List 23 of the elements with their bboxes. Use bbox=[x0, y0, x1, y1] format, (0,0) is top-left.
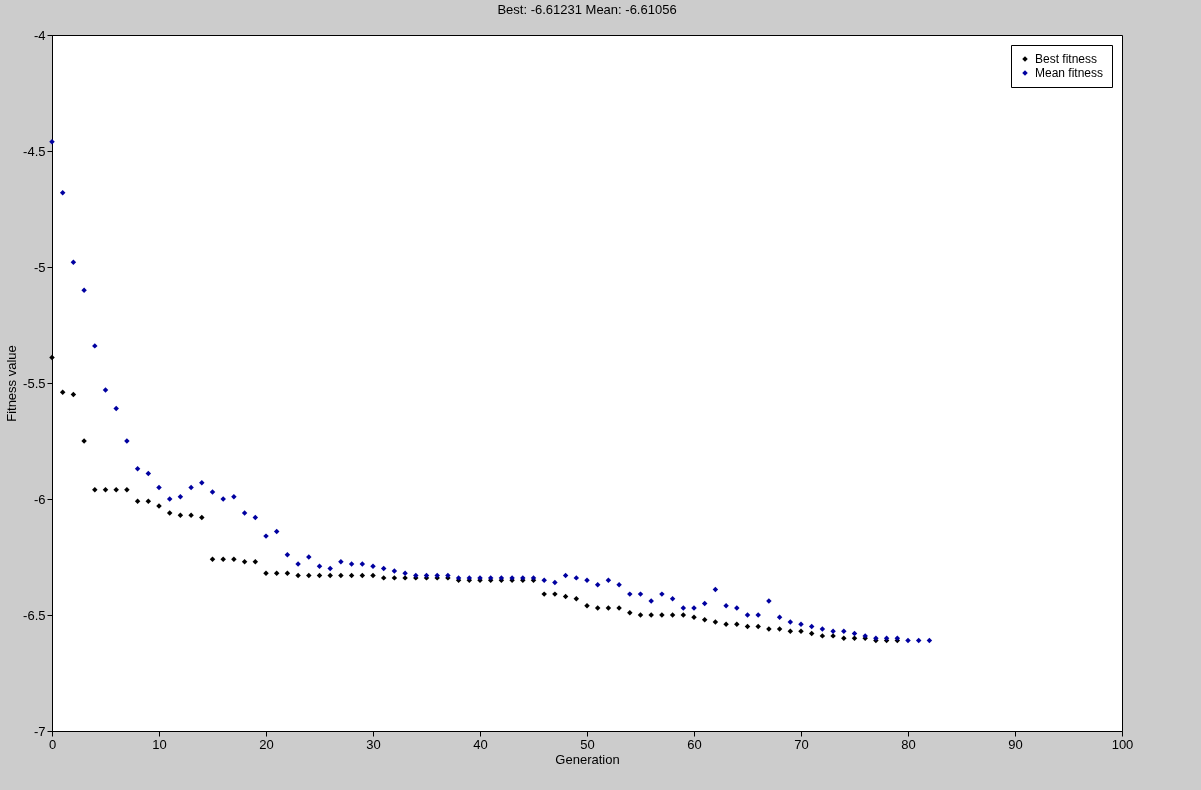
y-tick-label: -5.5 bbox=[23, 375, 46, 391]
x-tick-label: 90 bbox=[1008, 736, 1023, 752]
x-tick-label: 60 bbox=[687, 736, 702, 752]
y-tick-label: -6.5 bbox=[23, 607, 46, 623]
y-tick-label: -5 bbox=[33, 259, 46, 275]
y-tick-label: -4.5 bbox=[23, 143, 46, 159]
x-tick-label: 100 bbox=[1111, 736, 1134, 752]
x-axis-title: Generation bbox=[555, 751, 620, 767]
x-tick-label: 40 bbox=[473, 736, 488, 752]
x-tick-label: 30 bbox=[366, 736, 381, 752]
y-tick-label: -7 bbox=[33, 723, 46, 739]
x-tick-label: 0 bbox=[48, 736, 57, 752]
chart-title: Best: -6.61231 Mean: -6.61056 bbox=[497, 2, 677, 17]
legend-label: Best fitness bbox=[1035, 52, 1098, 66]
x-tick-label: 20 bbox=[259, 736, 274, 752]
x-tick-label: 70 bbox=[794, 736, 809, 752]
y-axis-title: Fitness value bbox=[4, 345, 20, 422]
x-tick-label: 10 bbox=[152, 736, 167, 752]
x-tick-label: 80 bbox=[901, 736, 916, 752]
y-tick-label: -6 bbox=[33, 491, 46, 507]
legend-label: Mean fitness bbox=[1035, 66, 1104, 80]
y-tick-label: -4 bbox=[33, 27, 46, 43]
x-tick-label: 50 bbox=[580, 736, 595, 752]
